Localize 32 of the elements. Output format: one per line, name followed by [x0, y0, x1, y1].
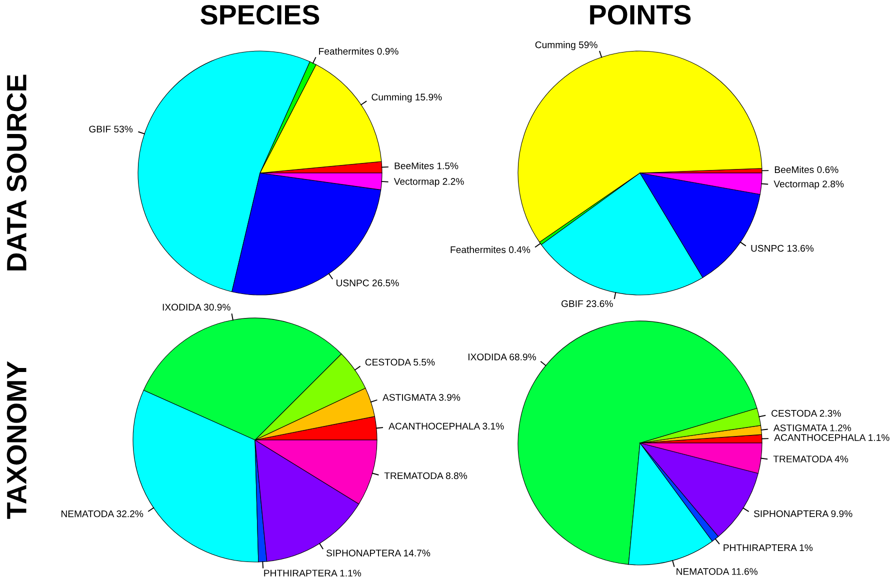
slice-label: PHTHIRAPTERA 1%	[724, 544, 813, 552]
slice-label: SIPHONAPTERA 9.9%	[754, 510, 852, 518]
text: TAXONOMY	[6, 361, 27, 519]
slice-label: TREMATODA 8.8%	[384, 472, 468, 480]
slice-label: Feathermites 0.4%	[450, 246, 530, 254]
slice-label: BeeMites 0.6%	[774, 166, 838, 174]
slice-label: IXODIDA 68.9%	[468, 354, 536, 360]
slice-label: TREMATODA 4%	[773, 456, 848, 462]
slice-label: IXODIDA 30.9%	[162, 304, 230, 311]
slice-label: ACANTHOCEPHALA 3.1%	[388, 422, 504, 430]
slice-label: SIPHONAPTERA 14.7%	[326, 550, 430, 556]
slice-label: USNPC 13.6%	[751, 244, 814, 252]
slice-label: NEMATODA 32.2%	[61, 510, 144, 518]
slice-label: CESTODA 5.5%	[365, 358, 435, 366]
slice-label: Cumming 59%	[535, 41, 598, 50]
slice-label: GBIF 23.6%	[561, 300, 613, 308]
slice-label: Vectormap 2.2%	[394, 178, 464, 187]
slice-label: BeeMites 1.5%	[394, 162, 458, 170]
slice-label: NEMATODA 11.6%	[676, 568, 758, 575]
text: DATA SOURCE	[6, 74, 27, 270]
chart-title: POINTS	[590, 4, 691, 25]
slice-label: Cumming 15.9%	[372, 93, 442, 102]
slice-label: PHTHIRAPTERA 1.1%	[264, 570, 362, 576]
chart-title: SPECIES	[200, 4, 320, 25]
slice-label: GBIF 53%	[89, 126, 133, 132]
slice-label: Feathermites 0.9%	[319, 48, 398, 55]
slice-label: ACANTHOCEPHALA 1.1%	[774, 434, 890, 441]
slice-label: CESTODA 2.3%	[772, 410, 841, 417]
slice-label: ASTIGMATA 3.9%	[382, 394, 460, 401]
slice-label: ASTIGMATA 1.2%	[773, 424, 852, 432]
slice-label: USNPC 26.5%	[336, 280, 399, 286]
slice-label: Vectormap 2.8%	[774, 180, 844, 190]
